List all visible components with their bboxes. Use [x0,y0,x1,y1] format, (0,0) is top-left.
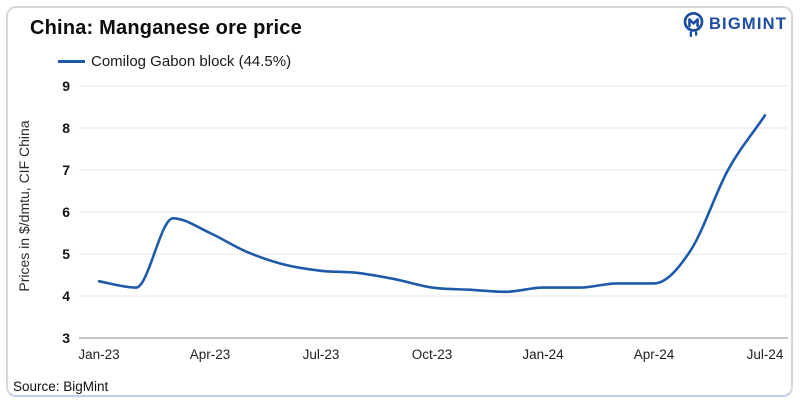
price-line-series [97,114,767,294]
y-tick-label: 8 [62,120,70,136]
bigmint-miner-icon [682,11,705,38]
legend-series-label: Comilog Gabon block (44.5%) [91,53,292,70]
y-tick-label: 5 [62,246,70,262]
y-tick-label: 9 [62,78,70,94]
x-tick-label: Jan-23 [78,347,120,362]
x-tick-label: Apr-23 [189,347,231,362]
legend-line-swatch [58,60,85,63]
chart-legend: Comilog Gabon block (44.5%) [58,53,291,70]
x-tick-label: Apr-24 [633,347,675,362]
x-tick-label: Jul-23 [302,347,340,362]
x-tick-label: Jul-24 [746,347,784,362]
y-tick-label: 4 [62,288,70,304]
y-tick-label: 3 [62,330,70,346]
y-tick-label: 7 [62,162,70,178]
source-attribution: Source: BigMint [13,379,109,394]
x-tick-label: Jan-24 [522,347,564,362]
y-tick-label: 6 [62,204,70,220]
x-tick-label: Oct-23 [411,347,453,362]
bigmint-logo-text: BIGMINT [708,15,787,33]
chart-title: China: Manganese ore price [30,17,302,39]
bigmint-logo: BIGMINT [682,11,787,38]
chart-card-border [6,6,793,397]
